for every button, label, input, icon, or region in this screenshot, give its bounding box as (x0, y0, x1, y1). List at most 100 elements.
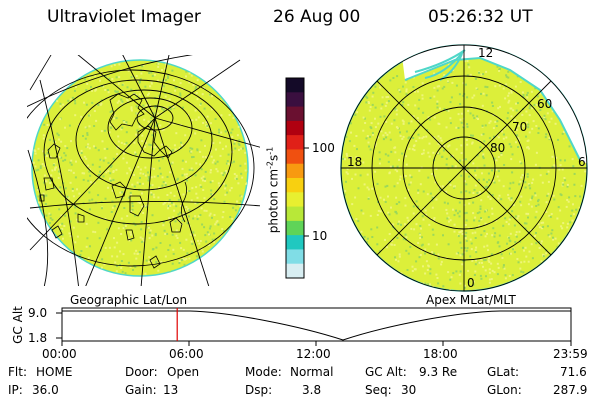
emission-pixel (513, 251, 516, 254)
emission-pixel (185, 173, 188, 176)
emission-pixel (565, 205, 568, 208)
emission-pixel (410, 227, 413, 230)
emission-pixel (175, 229, 178, 232)
emission-pixel (59, 118, 62, 121)
emission-pixel (362, 161, 365, 164)
emission-pixel (523, 249, 525, 252)
emission-pixel (498, 179, 501, 182)
emission-pixel (171, 149, 174, 152)
emission-pixel (542, 253, 544, 256)
emission-pixel (220, 114, 223, 117)
emission-pixel (445, 109, 448, 112)
emission-pixel (188, 168, 191, 171)
emission-pixel (556, 245, 559, 248)
emission-pixel (100, 130, 103, 133)
emission-pixel (225, 162, 228, 165)
emission-pixel (148, 231, 151, 234)
emission-pixel (216, 170, 219, 173)
glon-label: GLon: (487, 383, 522, 397)
emission-pixel (511, 210, 514, 213)
emission-pixel (93, 110, 96, 112)
emission-pixel (134, 151, 136, 154)
emission-pixel (186, 179, 188, 182)
emission-pixel (59, 229, 62, 232)
emission-pixel (115, 91, 118, 93)
emission-pixel (151, 234, 154, 237)
emission-pixel (140, 221, 143, 223)
emission-pixel (421, 153, 424, 155)
emission-pixel (527, 260, 530, 263)
emission-pixel (168, 98, 171, 101)
emission-pixel (178, 146, 181, 149)
emission-pixel (181, 88, 184, 90)
emission-pixel (220, 131, 223, 134)
emission-pixel (153, 196, 156, 199)
dsp-value: 3.8 (302, 383, 322, 397)
emission-pixel (191, 251, 194, 254)
emission-pixel (116, 90, 119, 93)
emission-pixel (465, 249, 468, 252)
emission-pixel (389, 165, 392, 168)
emission-pixel (128, 239, 131, 242)
emission-pixel (394, 168, 397, 171)
emission-pixel (227, 153, 230, 156)
emission-pixel (362, 129, 365, 132)
emission-pixel (80, 250, 83, 252)
emission-pixel (155, 246, 158, 249)
emission-pixel (404, 175, 407, 177)
emission-pixel (528, 131, 531, 134)
emission-pixel (125, 161, 128, 164)
emission-pixel (346, 168, 349, 170)
emission-pixel (484, 269, 487, 272)
emission-pixel (139, 78, 142, 81)
emission-pixel (181, 167, 184, 170)
emission-pixel (490, 262, 493, 265)
mlat-label-70: 70 (512, 120, 528, 134)
emission-pixel (463, 286, 466, 289)
emission-pixel (551, 166, 554, 169)
emission-pixel (464, 83, 467, 86)
emission-pixel (188, 215, 190, 218)
emission-pixel (575, 208, 578, 211)
emission-pixel (508, 275, 511, 277)
emission-pixel (237, 182, 240, 185)
emission-pixel (525, 135, 527, 138)
emission-pixel (453, 223, 456, 226)
emission-pixel (138, 251, 141, 254)
emission-pixel (240, 172, 243, 175)
emission-pixel (221, 216, 224, 219)
emission-pixel (452, 208, 454, 211)
emission-pixel (238, 139, 241, 142)
emission-pixel (130, 88, 133, 91)
emission-pixel (425, 260, 428, 263)
emission-pixel (101, 258, 104, 261)
emission-pixel (218, 131, 221, 134)
emission-pixel (196, 79, 199, 82)
emission-pixel (487, 216, 490, 219)
emission-pixel (213, 241, 216, 244)
emission-pixel (121, 191, 123, 194)
emission-pixel (402, 85, 404, 88)
emission-pixel (566, 199, 569, 201)
emission-pixel (396, 182, 399, 185)
emission-pixel (438, 185, 441, 188)
seq-value: 30 (401, 383, 417, 397)
emission-pixel (560, 225, 563, 228)
emission-pixel (548, 137, 551, 140)
emission-pixel (417, 107, 420, 110)
emission-pixel (188, 81, 191, 84)
emission-pixel (414, 129, 417, 131)
emission-pixel (154, 232, 157, 235)
emission-pixel (394, 256, 396, 259)
emission-pixel (345, 135, 348, 138)
emission-pixel (108, 246, 111, 249)
emission-pixel (88, 170, 91, 173)
emission-pixel (535, 103, 538, 106)
emission-pixel (51, 218, 54, 221)
emission-pixel (129, 265, 132, 268)
emission-pixel (167, 205, 170, 208)
emission-pixel (466, 96, 469, 99)
emission-pixel (532, 120, 535, 123)
emission-pixel (493, 135, 495, 138)
emission-pixel (537, 223, 540, 226)
